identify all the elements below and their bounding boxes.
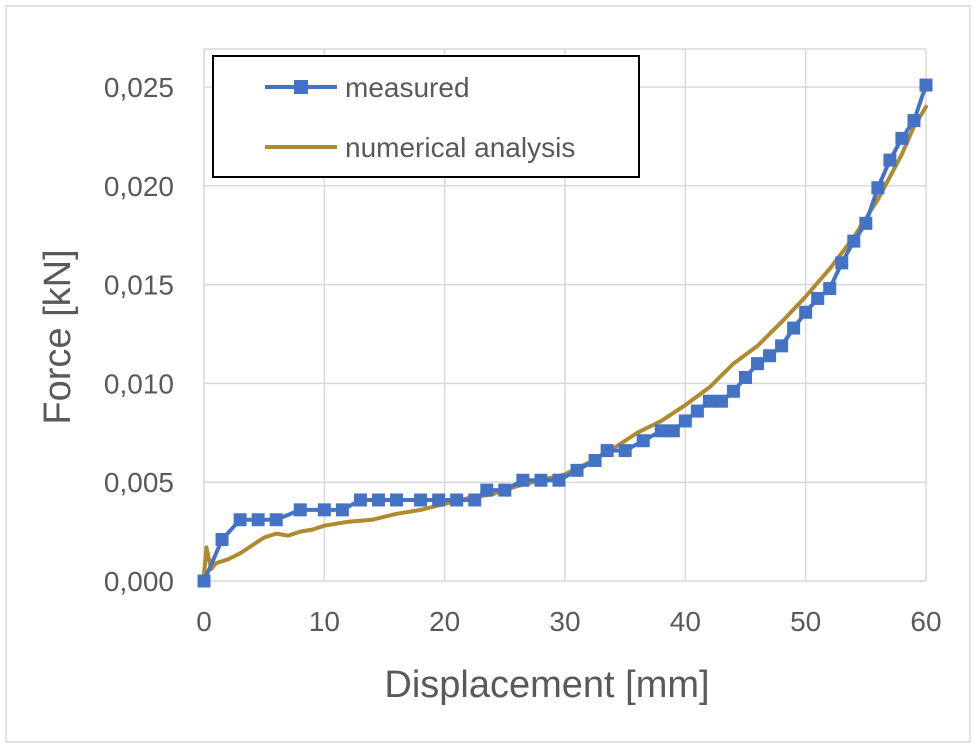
legend: measured numerical analysis: [212, 55, 640, 178]
data-point-measured: [907, 114, 921, 128]
data-point-measured: [414, 493, 428, 507]
data-point-measured: [570, 463, 584, 477]
data-point-measured: [498, 483, 512, 497]
data-point-measured: [588, 453, 602, 467]
tick-labels: 0 10 20 30 40 50 60 0,000 0,005 0,010 0,015 0,020 0,…: [104, 72, 942, 637]
data-point-measured: [751, 357, 765, 371]
data-point-measured: [636, 434, 650, 448]
legend-label-measured: measured: [345, 72, 470, 103]
data-point-measured: [251, 513, 265, 527]
legend-marker-measured: [294, 80, 308, 94]
y-tick-label: 0,015: [104, 270, 174, 301]
x-tick-label: 50: [790, 606, 821, 637]
data-point-measured: [678, 414, 692, 428]
data-point-measured: [600, 444, 614, 458]
data-point-measured: [215, 533, 229, 547]
data-point-measured: [293, 503, 307, 517]
data-point-measured: [799, 305, 813, 319]
data-point-measured: [895, 131, 909, 145]
data-point-measured: [726, 384, 740, 398]
y-tick-label: 0,020: [104, 171, 174, 202]
x-tick-label: 60: [910, 606, 941, 637]
data-point-measured: [432, 493, 446, 507]
legend-label-numerical-analysis: numerical analysis: [345, 132, 575, 163]
x-axis-label: Displacement [mm]: [384, 664, 709, 706]
data-point-measured: [847, 234, 861, 248]
data-point-measured: [871, 181, 885, 195]
data-point-measured: [775, 339, 789, 353]
data-point-measured: [450, 493, 464, 507]
data-point-measured: [516, 473, 530, 487]
data-point-measured: [690, 404, 704, 418]
data-point-measured: [654, 424, 668, 438]
data-point-measured: [390, 493, 404, 507]
data-point-measured: [480, 483, 494, 497]
data-point-measured: [353, 493, 367, 507]
x-tick-label: 40: [670, 606, 701, 637]
data-point-measured: [269, 513, 283, 527]
y-tick-label: 0,025: [104, 72, 174, 103]
data-point-measured: [763, 349, 777, 363]
data-point-measured: [197, 574, 211, 588]
x-tick-label: 20: [429, 606, 460, 637]
data-point-measured: [702, 394, 716, 408]
data-point-measured: [823, 282, 837, 296]
data-point-measured: [859, 216, 873, 230]
y-tick-label: 0,000: [104, 566, 174, 597]
x-tick-label: 10: [309, 606, 340, 637]
data-point-measured: [883, 153, 897, 167]
y-axis-label: Force [kN]: [37, 249, 79, 424]
legend-box: [212, 55, 640, 178]
data-point-measured: [618, 444, 632, 458]
data-point-measured: [739, 370, 752, 384]
data-point-measured: [919, 78, 933, 92]
x-tick-label: 0: [196, 606, 212, 637]
data-point-measured: [666, 424, 680, 438]
data-point-measured: [371, 493, 385, 507]
data-point-measured: [468, 493, 482, 507]
data-point-measured: [811, 291, 825, 305]
data-point-measured: [787, 321, 801, 335]
plot-area: [197, 78, 933, 588]
x-tick-label: 30: [549, 606, 580, 637]
data-point-measured: [233, 513, 247, 527]
data-point-measured: [714, 394, 728, 408]
data-point-measured: [534, 473, 548, 487]
data-point-measured: [317, 503, 331, 517]
data-point-measured: [835, 256, 849, 270]
data-point-measured: [552, 473, 566, 487]
y-tick-label: 0,005: [104, 467, 174, 498]
y-tick-label: 0,010: [104, 368, 174, 399]
data-point-measured: [335, 503, 349, 517]
